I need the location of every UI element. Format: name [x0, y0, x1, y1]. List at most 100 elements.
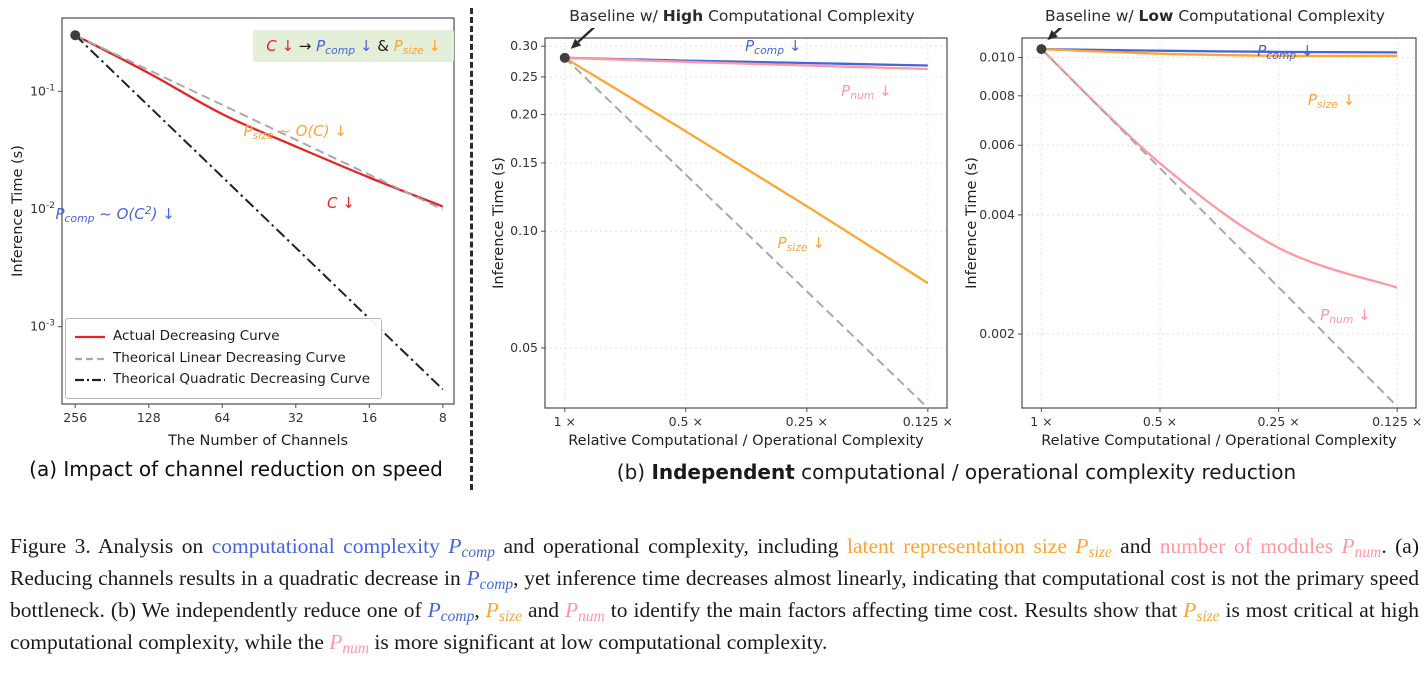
- figure-caption: Figure 3. Analysis on computational comp…: [10, 531, 1419, 659]
- text-segment: Computational Complexity: [703, 7, 915, 25]
- x-tick-label: 64: [214, 410, 230, 425]
- legend-line-sample: [75, 379, 105, 382]
- text-segment: computational / operational complexity r…: [794, 460, 1297, 484]
- text-segment: High: [662, 7, 704, 25]
- y-tick-label: 0.25: [510, 69, 538, 84]
- text-segment: &: [372, 37, 394, 55]
- panel-b-caption: (b) Independent computational / operatio…: [489, 460, 1424, 484]
- text-segment: is most critical at high computational c…: [10, 597, 1419, 654]
- series-p-size: [564, 56, 929, 285]
- math-text: Psize: [1075, 534, 1112, 562]
- legend-label: Actual Decreasing Curve: [113, 328, 280, 345]
- series-p-num: [564, 56, 928, 71]
- annotation-p-size-linear: Psize ~ O(C) ↓: [243, 122, 347, 143]
- series-p-num: [1040, 48, 1398, 289]
- chart-title: Baseline w/ Low Computational Complexity: [962, 6, 1424, 28]
- x-tick-label: 256: [63, 410, 87, 425]
- legend-label: Theorical Quadratic Decreasing Curve: [113, 371, 370, 388]
- x-tick-label: 8: [439, 410, 447, 425]
- y-tick-label: 0.008: [979, 88, 1015, 103]
- panel-divider: [470, 8, 473, 490]
- series-p-size: [1041, 47, 1398, 58]
- baseline-arrow-head: [1047, 29, 1058, 41]
- text-segment: →: [294, 37, 317, 55]
- math-text: Pnum: [565, 597, 605, 626]
- y-tick-label: 10-1: [30, 83, 55, 98]
- annotation-channel-reduction: C ↓: [326, 194, 355, 213]
- legend-entry: Actual Decreasing Curve: [75, 326, 370, 348]
- math-text: Pcomp ↓: [316, 37, 373, 58]
- x-tick-label: 1 ×: [1030, 414, 1052, 429]
- math-text: Pcomp: [427, 597, 475, 626]
- legend-line-sample: [75, 357, 105, 360]
- annotation-p-num: Pnum ↓: [841, 82, 892, 103]
- text-segment: . (a) Reducing channels results in a qua…: [10, 534, 1420, 590]
- x-tick-label: 0.25 ×: [1257, 414, 1299, 429]
- y-tick-label: 0.30: [510, 38, 538, 53]
- annotation-p-size: Psize ↓: [1307, 91, 1356, 112]
- math-text: Psize ↓: [393, 37, 441, 58]
- series-linear: [74, 34, 444, 211]
- text-segment: Baseline w/: [1045, 7, 1139, 25]
- y-axis-label: Inference Time (s): [491, 157, 507, 289]
- panel-a-chart: 256 128 64 32 16 8 10-1 10-2 10-3 The Number of C…: [8, 6, 464, 454]
- series-theoretical: [564, 57, 929, 409]
- plot-frame: [61, 17, 455, 405]
- legend-entry: Theorical Quadratic Decreasing Curve: [75, 369, 370, 391]
- legend-line-sample: [75, 335, 105, 339]
- math-text: Pnum: [329, 629, 370, 658]
- math-text: Psize: [485, 597, 523, 626]
- plot-frame: [544, 37, 948, 409]
- y-tick-label: 0.15: [510, 155, 538, 170]
- math-text: Pnum: [1341, 534, 1382, 562]
- chart-svg: 1 × 0.5 × 0.25 × 0.125 × 0.010 0.008 0.006 0.00…: [964, 15, 1422, 449]
- text-segment: and: [1111, 534, 1160, 558]
- text-segment: number of modules: [1159, 534, 1342, 558]
- y-tick-label: 0.004: [979, 207, 1015, 222]
- series-theoretical: [1040, 48, 1398, 408]
- text-segment: Figure 3. Analysis on: [10, 534, 212, 558]
- x-tick-label: 0.5 ×: [669, 414, 703, 429]
- y-axis-label: Inference Time (s): [964, 157, 980, 289]
- baseline-dot: [1036, 44, 1047, 55]
- y-tick-label: 10-3: [30, 319, 55, 334]
- text-segment: latent representation size: [847, 534, 1076, 558]
- text-segment: to identify the main factors affecting t…: [604, 597, 1184, 622]
- x-tick-label: 16: [361, 410, 377, 425]
- text-segment: Baseline w/: [569, 7, 663, 25]
- legend-label: Theorical Linear Decreasing Curve: [113, 349, 346, 366]
- text-segment: Computational Complexity: [1173, 7, 1385, 25]
- legend: Actual Decreasing Curve Theorical Linear …: [65, 318, 382, 399]
- plot-frame: [1021, 37, 1417, 409]
- y-tick-label: 0.20: [510, 106, 538, 121]
- baseline-dot: [559, 52, 570, 63]
- baseline-dot: [70, 30, 81, 41]
- x-axis-label: Relative Computational / Operational Com…: [1041, 433, 1397, 449]
- annotation-p-num: Pnum ↓: [1320, 306, 1371, 327]
- series-p-comp: [1041, 47, 1398, 54]
- legend-entry: Theorical Linear Decreasing Curve: [75, 348, 370, 370]
- panel-a-caption: (a) Impact of channel reduction on speed: [29, 457, 443, 481]
- text-segment: , yet inference time decreases almost li…: [10, 565, 1419, 622]
- y-tick-label: 10-2: [30, 201, 55, 216]
- text-segment: and operational complexity, including: [495, 534, 847, 558]
- text-segment: (b): [616, 460, 652, 484]
- x-tick-label: 0.5 ×: [1143, 414, 1177, 429]
- y-tick-label: 0.002: [979, 326, 1015, 341]
- x-axis-label: Relative Computational / Operational Com…: [568, 433, 924, 449]
- panel-b-high-chart: Baseline w/ High Computational Complexit…: [489, 6, 955, 454]
- text-segment: Independent: [651, 460, 795, 484]
- baseline-arrow: [577, 23, 598, 43]
- text-segment: and: [522, 597, 566, 622]
- x-tick-label: 0.125 ×: [1372, 414, 1422, 429]
- text-segment: ,: [474, 597, 486, 622]
- baseline-arrow: [1053, 15, 1075, 35]
- math-text: C ↓: [266, 37, 295, 55]
- text-segment: is more significant at low computational…: [369, 629, 828, 654]
- y-tick-label: 0.006: [979, 137, 1015, 152]
- annotation-p-size: Psize ↓: [777, 234, 825, 255]
- text-segment: computational complexity: [211, 534, 449, 558]
- text-segment: Low: [1138, 7, 1174, 25]
- x-tick-label: 1 ×: [554, 414, 576, 429]
- y-tick-label: 0.05: [510, 340, 538, 355]
